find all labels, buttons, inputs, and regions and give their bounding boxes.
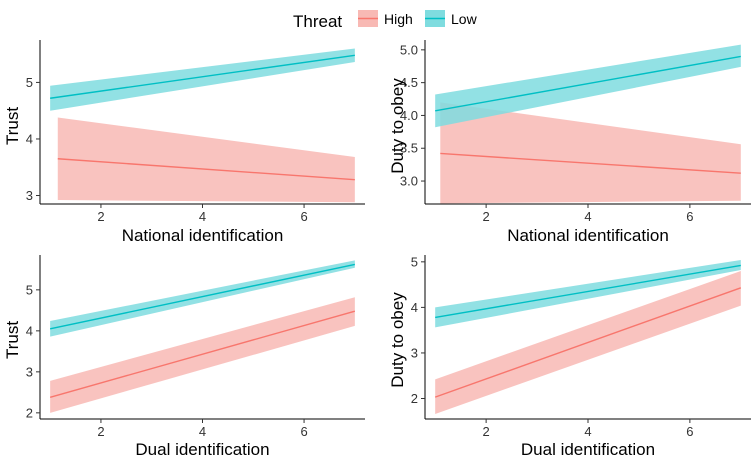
x-tick-label: 4 [199, 424, 206, 439]
x-tick-label: 2 [483, 424, 490, 439]
x-tick-label: 6 [300, 209, 307, 224]
fit-line-low [435, 264, 741, 319]
y-tick-label: 4 [26, 323, 33, 338]
y-tick-label: 3 [26, 188, 33, 203]
y-axis-title: Trust [3, 321, 22, 359]
x-axis-title: National identification [507, 226, 669, 245]
y-tick-label: 5 [26, 282, 33, 297]
fit-line-low [435, 55, 741, 112]
legend-title: Threat [293, 12, 342, 31]
fit-line-high [434, 287, 742, 398]
y-tick-label: 5 [411, 254, 418, 269]
y-tick-label: 4 [26, 131, 33, 146]
legend: Threat High Low [293, 10, 478, 31]
ci-band-low [435, 44, 741, 128]
x-tick-label: 6 [686, 209, 693, 224]
fit-line-high [440, 152, 741, 174]
y-tick-label: 4.5 [400, 75, 418, 90]
x-tick-label: 2 [97, 209, 104, 224]
ci-band-high [57, 117, 355, 203]
ci-band-low [50, 48, 355, 111]
x-tick-label: 2 [483, 209, 490, 224]
x-tick-label: 6 [686, 424, 693, 439]
y-axis-title: Duty to obey [388, 78, 407, 174]
fit-line-high [57, 158, 355, 181]
panel-4: 2 4 6 2 3 4 5 Dual identification Duty to obey [388, 254, 751, 459]
panel-2: 2 4 6 3.0 3.5 4.0 4.5 5.0 National identificatio… [388, 40, 751, 245]
ci-band-low [50, 260, 355, 337]
x-axis-title: Dual identification [521, 440, 655, 459]
fit-line-low [50, 54, 355, 99]
x-tick-label: 2 [97, 424, 104, 439]
y-tick-label: 3 [411, 345, 418, 360]
x-tick-label: 4 [199, 209, 206, 224]
y-tick-label: 5 [26, 75, 33, 90]
y-tick-label: 3.0 [400, 174, 418, 189]
y-tick-label: 4.0 [400, 108, 418, 123]
legend-label-high: High [384, 11, 413, 27]
y-tick-label: 3.5 [400, 141, 418, 156]
plot-panels: 2 4 6 3 4 5 National identification Trust 2 4 6 3.0… [3, 40, 751, 459]
legend-label-low: Low [451, 11, 478, 27]
panel-3: 2 4 6 2 3 4 5 Dual identification Trust [3, 255, 365, 459]
y-axis-title: Duty to obey [388, 292, 407, 388]
fit-line-low [50, 263, 355, 330]
x-tick-label: 6 [300, 424, 307, 439]
y-tick-label: 4 [411, 300, 418, 315]
x-tick-label: 4 [584, 424, 591, 439]
y-tick-label: 3 [26, 364, 33, 379]
ci-band-low [435, 260, 741, 328]
y-axis-title: Trust [3, 107, 22, 145]
y-tick-label: 2 [411, 391, 418, 406]
y-tick-label: 2 [26, 405, 33, 420]
panel-1: 2 4 6 3 4 5 National identification Trust [3, 40, 365, 245]
x-tick-label: 4 [584, 209, 591, 224]
ci-band-high [440, 102, 741, 204]
x-axis-title: Dual identification [135, 440, 269, 459]
y-tick-label: 5.0 [400, 42, 418, 57]
x-axis-title: National identification [122, 226, 284, 245]
ci-band-high [50, 297, 355, 413]
fit-line-high [49, 310, 356, 398]
